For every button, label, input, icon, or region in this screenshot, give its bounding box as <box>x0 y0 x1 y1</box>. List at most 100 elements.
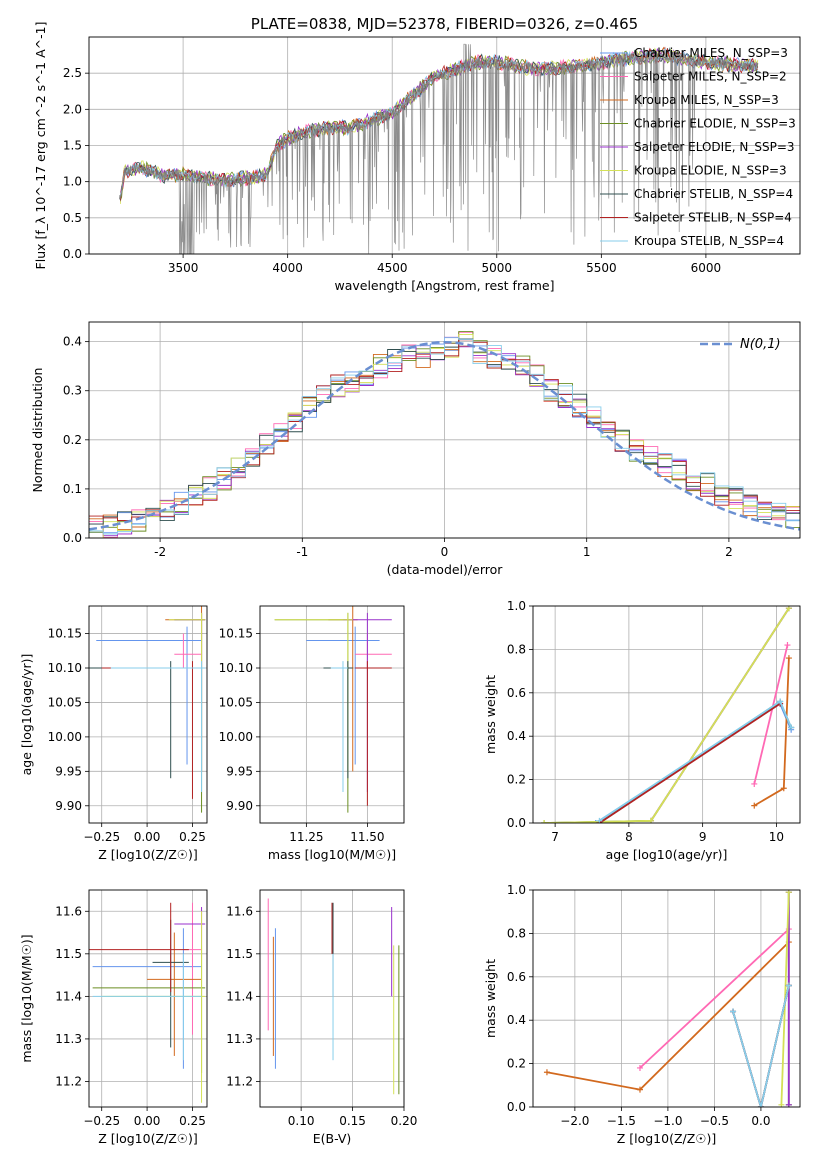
y-tick-label: 9.95 <box>226 764 253 778</box>
panel-age-vs-mass: 11.25 11.50 9.90 9.95 10.00 10.05 10.10 10.15 ma… <box>219 605 405 862</box>
y-tick-label: 11.4 <box>226 989 253 1003</box>
y-tick-label: 11.3 <box>55 1032 82 1046</box>
y-tick-label: 10.10 <box>48 661 82 675</box>
axes-frame <box>88 605 208 824</box>
errorbar-point <box>174 612 206 813</box>
x-axis-label: mass [log10(M/M☉)] <box>268 847 396 862</box>
y-axis-label: age [log10(age/yr)] <box>19 654 34 776</box>
series-line-3 <box>544 607 790 823</box>
errorbar-point <box>174 633 202 668</box>
y-tick-label: 10.15 <box>48 627 82 641</box>
y-tick-label: 0.0 <box>507 1100 526 1114</box>
x-tick-label: 0.00 <box>134 830 161 844</box>
x-tick-label: 0.10 <box>288 1114 315 1128</box>
x-tick-label: −1.0 <box>653 1114 682 1128</box>
axes-frame <box>259 889 405 1108</box>
y-tick-label: 0.2 <box>507 1057 526 1071</box>
legend-label: Salpeter STELIB, N_SSP=4 <box>634 211 792 225</box>
errorbars <box>89 902 206 1103</box>
point-marker <box>780 785 787 792</box>
errorbar-point <box>330 661 348 792</box>
x-axis-label: (data-model)/error <box>387 562 504 577</box>
errorbar-point <box>323 661 353 779</box>
x-axis-label: Z [log10(Z/Z☉)] <box>98 847 198 862</box>
y-tick-label: 2.5 <box>63 66 82 80</box>
legend-label: Chabrier STELIB, N_SSP=4 <box>634 187 793 201</box>
x-tick-label: 0.00 <box>134 1114 161 1128</box>
errorbar-point <box>89 661 189 779</box>
legend-label: Chabrier MILES, N_SSP=3 <box>634 46 788 60</box>
spectrum-plot <box>118 43 759 254</box>
x-tick-label: 8 <box>625 830 633 844</box>
series-line-5 <box>544 607 790 823</box>
y-tick-label: 0.2 <box>63 433 82 447</box>
axes-frame <box>88 321 801 539</box>
axes-frame <box>88 36 801 255</box>
y-tick-label: 0.4 <box>63 335 82 349</box>
y-tick-label: 2.0 <box>63 102 82 116</box>
legend-label: Chabrier ELODIE, N_SSP=3 <box>634 117 796 131</box>
y-tick-label: 0.4 <box>507 729 526 743</box>
y-tick-label: 10.15 <box>219 627 253 641</box>
y-tick-label: 0.1 <box>63 482 82 496</box>
axes-frame <box>532 605 801 824</box>
x-axis-label: age [log10(age/yr)] <box>606 847 728 862</box>
y-tick-label: 9.95 <box>55 764 82 778</box>
errorbar-point <box>183 902 202 1035</box>
y-tick-label: 0.8 <box>507 926 526 940</box>
axes-frame <box>532 889 801 1108</box>
errorbar-point <box>355 633 392 668</box>
point-marker <box>751 802 758 809</box>
y-axis-label: Flux [f_λ 10^-17 erg cm^-2 s^-1 A^-1] <box>33 22 48 270</box>
y-tick-label: 10.10 <box>219 661 253 675</box>
x-tick-label: 0.25 <box>179 830 206 844</box>
x-axis-label: Z [log10(Z/Z☉)] <box>617 1131 717 1146</box>
x-tick-label: 4000 <box>272 261 303 275</box>
x-tick-label: 1 <box>583 545 591 559</box>
x-tick-label: −2.0 <box>560 1114 589 1128</box>
y-tick-label: 0.6 <box>507 686 526 700</box>
errorbar-point <box>174 907 206 946</box>
y-tick-label: 0.6 <box>507 970 526 984</box>
errorbar-point <box>274 612 353 772</box>
series-line-8 <box>732 985 790 1107</box>
y-tick-label: 1.0 <box>507 883 526 897</box>
lines <box>541 606 795 823</box>
errorbar-point <box>96 626 202 765</box>
grid <box>89 606 207 823</box>
x-tick-label: 6000 <box>691 261 722 275</box>
series-line-7 <box>598 702 781 823</box>
y-tick-label: 10.05 <box>219 695 253 709</box>
y-tick-label: 1.0 <box>507 599 526 613</box>
panel-mass-weight-vs-age: 7 8 9 10 0.0 0.2 0.4 0.6 0.8 1.0 age [log10(age/yr… <box>483 599 801 862</box>
point-marker <box>636 1064 643 1071</box>
x-tick-label: −0.5 <box>700 1114 729 1128</box>
errorbar-point <box>89 902 189 993</box>
x-tick-label: 2 <box>725 545 733 559</box>
y-tick-label: 1.0 <box>63 175 82 189</box>
series-line-1 <box>639 928 790 1069</box>
panel-mass-vs-EBV: 0.10 0.15 0.20 11.2 11.3 11.4 11.5 11.6 E(B-V) <box>226 889 417 1146</box>
x-tick-label: 5000 <box>482 261 513 275</box>
x-axis-label: E(B-V) <box>313 1131 352 1146</box>
grid <box>260 606 404 823</box>
y-tick-label: 0.0 <box>63 531 82 545</box>
y-tick-label: 1.5 <box>63 139 82 153</box>
point-marker <box>541 820 548 823</box>
y-axis-label: Normed distribution <box>30 368 45 493</box>
y-tick-label: 11.2 <box>226 1074 253 1088</box>
point-marker <box>785 982 792 989</box>
y-tick-label: 11.6 <box>226 904 253 918</box>
point-marker <box>788 724 795 731</box>
y-tick-label: 10.00 <box>48 730 82 744</box>
y-axis-label: mass [log10(M/M☉)] <box>19 934 34 1062</box>
x-tick-label: 11.50 <box>350 830 384 844</box>
panel-spectrum: 3500 4000 4500 5000 5500 6000 0.0 0.5 1.0 1.5 2.0 2… <box>33 15 801 293</box>
x-tick-label: −0.25 <box>83 830 120 844</box>
legend-label: Kroupa STELIB, N_SSP=4 <box>634 234 784 248</box>
y-tick-label: 11.4 <box>55 989 82 1003</box>
y-tick-label: 10.00 <box>219 730 253 744</box>
y-tick-label: 11.2 <box>55 1074 82 1088</box>
y-tick-label: 11.5 <box>55 947 82 961</box>
